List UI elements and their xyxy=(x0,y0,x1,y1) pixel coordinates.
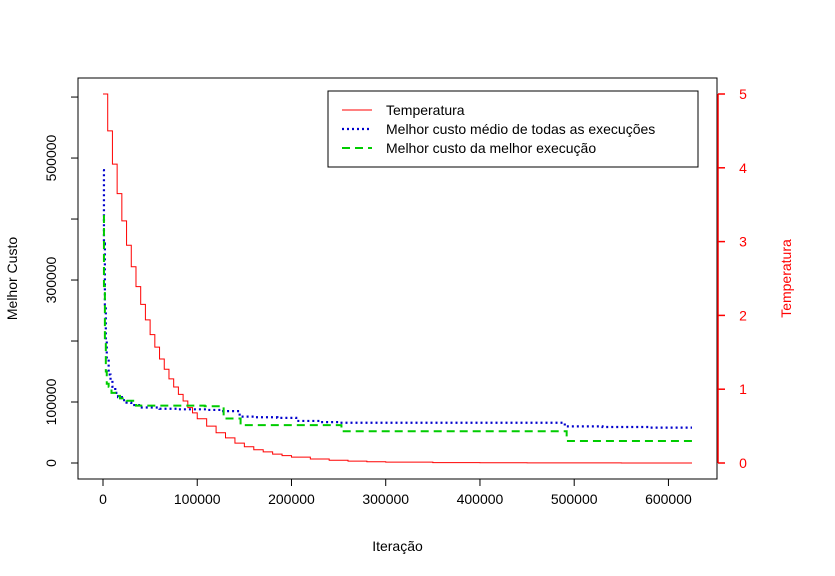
x-tick-label: 0 xyxy=(99,491,107,507)
y-right-tick-label: 4 xyxy=(739,160,747,176)
y-axis-right: 0 1 2 3 4 5 xyxy=(717,86,747,471)
y-right-tick-label: 1 xyxy=(739,381,747,397)
plot-frame xyxy=(77,77,718,480)
x-tick-label: 500000 xyxy=(551,491,598,507)
legend-box xyxy=(327,90,699,168)
y-right-tick-label: 0 xyxy=(739,455,747,471)
y-right-tick-label: 2 xyxy=(739,307,747,323)
x-tick-label: 600000 xyxy=(645,491,692,507)
x-axis: 0 100000 200000 300000 400000 500000 600000 xyxy=(99,479,692,507)
y-tick-label: 300000 xyxy=(43,256,59,303)
x-tick-label: 300000 xyxy=(362,491,409,507)
y-right-tick-label: 3 xyxy=(739,234,747,250)
x-tick-label: 100000 xyxy=(174,491,221,507)
series-best-cost xyxy=(102,214,692,443)
y-right-tick-label: 5 xyxy=(739,86,747,102)
legend-label-best-cost: Melhor custo da melhor execução xyxy=(386,140,596,156)
series-mean-cost xyxy=(102,169,692,429)
x-axis-title: Iteração xyxy=(372,538,423,554)
y-tick-label: 500000 xyxy=(43,134,59,181)
series-temperature xyxy=(103,93,692,464)
y-axis-title: Melhor Custo xyxy=(4,237,20,320)
y-axis-right-title: Temperatura xyxy=(778,239,794,318)
legend-label-mean-cost: Melhor custo médio de todas as execuções xyxy=(386,121,655,137)
legend-label-temperature: Temperatura xyxy=(386,102,465,118)
x-tick-label: 400000 xyxy=(457,491,504,507)
x-tick-label: 200000 xyxy=(268,491,315,507)
series-layer xyxy=(102,93,692,464)
y-tick-label: 100000 xyxy=(43,378,59,425)
y-tick-label: 0 xyxy=(43,459,59,467)
legend: Temperatura Melhor custo médio de todas … xyxy=(327,90,699,168)
y-axis-left: 0 100000 300000 500000 xyxy=(43,96,78,467)
